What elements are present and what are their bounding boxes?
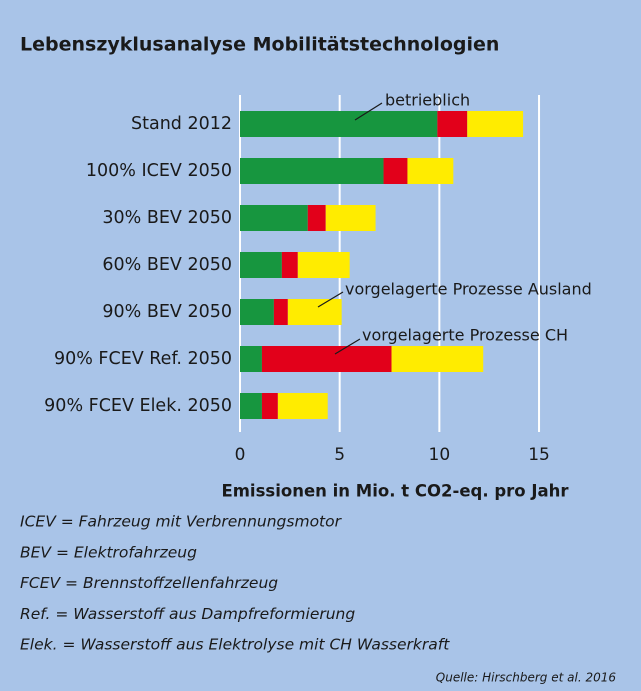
y-tick-label: 60% BEV 2050	[102, 255, 232, 275]
bar-segment	[277, 393, 328, 419]
bar-segment	[287, 299, 342, 325]
y-tick-label: 90% BEV 2050	[102, 302, 232, 322]
bar-segment	[240, 299, 274, 325]
bar-segment	[391, 346, 484, 372]
bar-segment	[240, 252, 282, 278]
series-annotation: vorgelagerte Prozesse Ausland	[345, 280, 592, 299]
bar-segment	[240, 111, 438, 137]
bar-segment	[383, 158, 408, 184]
y-tick-label: 30% BEV 2050	[102, 208, 232, 228]
bar-segment	[240, 158, 384, 184]
x-tick-label: 10	[429, 445, 451, 465]
bar-segment	[437, 111, 468, 137]
bar-segment	[297, 252, 350, 278]
x-tick-label: 0	[235, 445, 246, 465]
footnote: Ref. = Wasserstoff aus Dampfreformierung	[20, 605, 355, 623]
y-tick-label: 90% FCEV Elek. 2050	[44, 396, 232, 416]
bar-segment	[261, 393, 278, 419]
bar-segment	[273, 299, 288, 325]
x-tick-label: 5	[334, 445, 345, 465]
footnote: ICEV = Fahrzeug mit Verbrennungsmotor	[20, 513, 343, 531]
y-tick-label: Stand 2012	[131, 114, 232, 134]
chart-title: Lebenszyklusanalyse Mobilitätstechnologi…	[20, 34, 499, 56]
annotation-line	[317, 291, 344, 308]
annotation-line	[334, 338, 361, 355]
bar-segment	[407, 158, 454, 184]
footnote: BEV = Elektrofahrzeug	[20, 543, 197, 561]
bar-segment	[467, 111, 524, 137]
bar-segment	[281, 252, 298, 278]
x-axis-label: Emissionen in Mio. t CO2-eq. pro Jahr	[221, 482, 569, 501]
bar-segment	[261, 346, 392, 372]
y-tick-label: 90% FCEV Ref. 2050	[54, 349, 232, 369]
bar-segment	[307, 205, 326, 231]
source: Quelle: Hirschberg et al. 2016	[436, 671, 617, 685]
footnote: Elek. = Wasserstoff aus Elektrolyse mit …	[20, 636, 450, 654]
series-annotation: vorgelagerte Prozesse CH	[362, 326, 568, 345]
bar-segment	[240, 393, 262, 419]
bar-segment	[325, 205, 376, 231]
series-annotation: betrieblich	[385, 91, 470, 110]
footnote: FCEV = Brennstoffzellenfahrzeug	[20, 574, 278, 592]
annotation-line	[354, 102, 383, 121]
x-tick-label: 15	[528, 445, 550, 465]
bar-segment	[240, 346, 262, 372]
y-tick-label: 100% ICEV 2050	[86, 161, 232, 181]
bar-segment	[240, 205, 308, 231]
